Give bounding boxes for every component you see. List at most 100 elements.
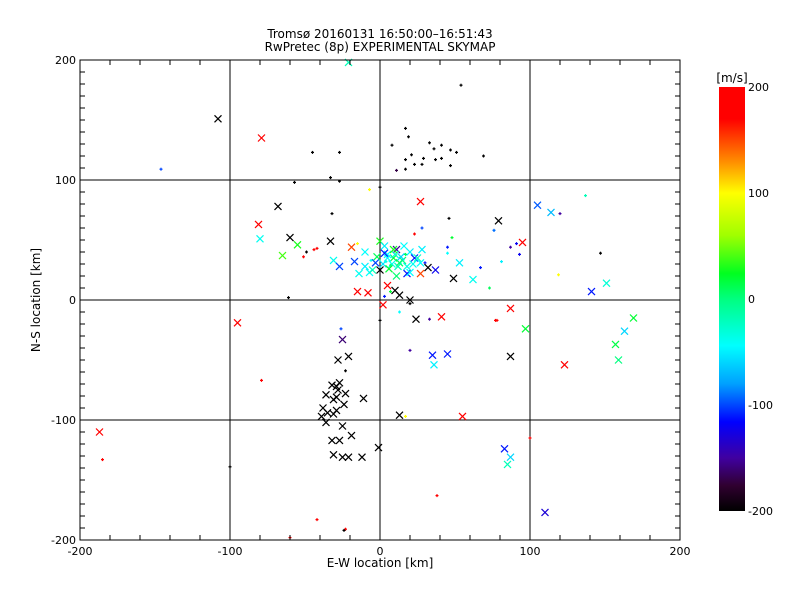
cross-stroke <box>353 287 362 296</box>
data-point-cross <box>355 269 363 278</box>
cross-stroke <box>373 252 381 261</box>
cross-stroke <box>506 304 515 313</box>
cross-stroke <box>455 258 464 267</box>
cross-stroke <box>254 220 263 229</box>
data-point-cross <box>353 287 362 296</box>
data-point-mark <box>492 228 496 232</box>
data-point-mark <box>432 147 436 151</box>
data-point-mark <box>330 212 334 216</box>
cross-stroke <box>388 260 396 268</box>
data-point-cross <box>335 436 344 445</box>
cross-stroke <box>317 412 326 421</box>
data-point-cross <box>416 197 425 206</box>
cross-stroke <box>274 202 282 211</box>
x-tick-label: -100 <box>218 545 243 558</box>
cross-stroke <box>338 453 347 462</box>
data-point-cross <box>317 412 326 421</box>
data-point-mark <box>420 162 424 166</box>
cross-stroke <box>400 242 408 250</box>
data-point-cross <box>338 335 347 344</box>
data-point-cross <box>347 431 356 440</box>
data-point-cross <box>350 257 359 266</box>
cross-stroke <box>430 360 438 369</box>
data-point-cross <box>388 260 396 268</box>
data-point-cross <box>335 378 344 387</box>
cross-stroke <box>364 288 372 297</box>
data-point-mark <box>369 258 373 262</box>
cross-stroke <box>344 453 353 462</box>
data-point-cross <box>629 314 638 322</box>
data-point-cross <box>364 288 372 297</box>
cross-stroke <box>409 260 417 268</box>
data-point-mark <box>159 167 163 171</box>
data-point-mark <box>315 246 319 250</box>
cross-stroke <box>380 249 389 258</box>
data-point-mark <box>450 236 454 240</box>
data-point-cross <box>397 252 405 261</box>
cross-stroke <box>361 262 369 271</box>
cross-stroke <box>214 114 222 123</box>
data-point-mark <box>410 153 413 157</box>
data-point-mark <box>101 458 104 462</box>
data-point-mark <box>338 150 341 154</box>
x-tick-label: -200 <box>68 545 93 558</box>
data-point-cross <box>392 245 401 254</box>
data-point-cross <box>587 287 596 296</box>
cross-stroke <box>379 300 387 309</box>
cross-stroke <box>458 412 467 421</box>
data-point-mark <box>228 465 232 469</box>
data-point-mark <box>420 226 424 230</box>
cross-stroke <box>395 411 404 420</box>
data-point-mark <box>311 150 314 154</box>
data-point-cross <box>413 254 422 262</box>
data-point-cross <box>233 318 242 327</box>
axis-ticks <box>79 59 681 541</box>
cross-stroke <box>368 266 377 274</box>
cross-stroke <box>286 233 294 242</box>
cross-stroke <box>469 275 477 284</box>
data-point-mark <box>557 273 560 277</box>
data-point-cross <box>620 327 629 336</box>
cross-stroke <box>503 460 512 469</box>
cross-stroke <box>383 254 392 262</box>
data-point-cross <box>541 508 549 517</box>
data-point-mark <box>495 318 499 322</box>
data-point-mark <box>342 528 346 532</box>
data-point-cross <box>322 418 330 427</box>
data-point-mark <box>528 436 532 440</box>
x-tick-labels: -200 -100 0 100 200 <box>68 545 691 558</box>
cross-stroke <box>293 240 302 249</box>
data-point-cross <box>506 304 515 313</box>
colorbar-tick-labels: 200 100 0 -100 -200 <box>748 81 773 518</box>
cross-stroke <box>334 356 342 364</box>
cross-stroke <box>611 340 620 349</box>
data-point-mark <box>455 150 458 154</box>
data-point-mark <box>344 369 347 373</box>
cross-stroke <box>361 248 369 256</box>
data-point-cross <box>380 242 389 250</box>
data-point-cross <box>503 460 512 469</box>
data-point-cross <box>328 381 336 390</box>
colorbar-tick-label: 100 <box>748 187 769 200</box>
data-point-cross <box>385 264 393 273</box>
data-point-mark <box>408 302 412 306</box>
cross-stroke <box>437 312 446 321</box>
cross-stroke <box>385 264 393 273</box>
data-point-cross <box>469 275 477 284</box>
data-point-mark <box>356 242 359 246</box>
cross-stroke <box>392 272 401 280</box>
data-point-cross <box>257 134 266 142</box>
y-tick-label: 0 <box>69 294 76 307</box>
cross-stroke <box>329 410 338 418</box>
cross-stroke <box>338 422 347 430</box>
cross-stroke <box>418 245 426 254</box>
y-tick-label: 200 <box>55 54 76 67</box>
cross-stroke <box>416 258 425 267</box>
data-point-cross <box>278 251 287 260</box>
data-point-mark <box>287 296 290 300</box>
data-point-cross <box>335 262 344 271</box>
data-point-cross <box>412 315 420 324</box>
cross-stroke <box>278 251 287 260</box>
data-point-mark <box>407 135 410 139</box>
cross-stroke <box>629 314 638 322</box>
